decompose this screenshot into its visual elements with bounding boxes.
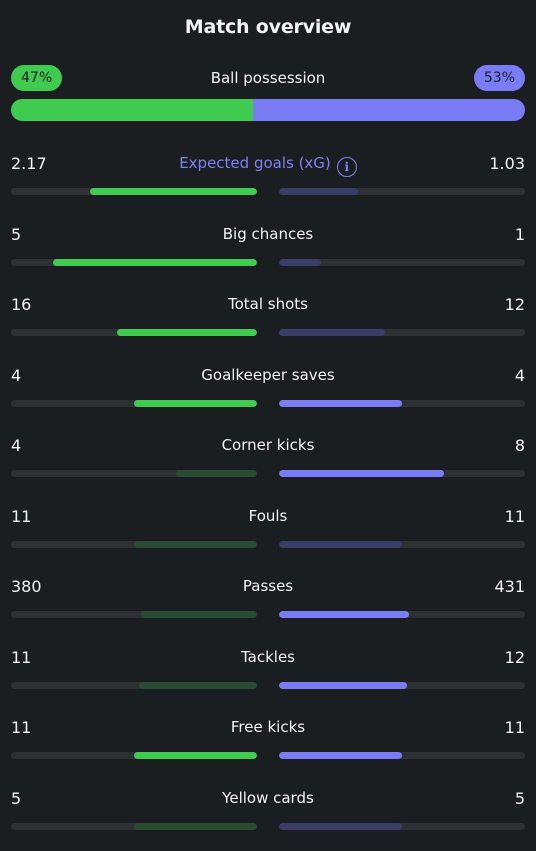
away-stat-bar-fill bbox=[279, 540, 402, 548]
away-stat-bar-fill bbox=[279, 329, 385, 336]
stat-label-text: Goalkeeper saves bbox=[201, 365, 335, 384]
home-stat-bar-fill bbox=[134, 752, 257, 759]
stat-label-text: Big chances bbox=[222, 224, 314, 243]
stat-label: Big chances bbox=[11, 225, 525, 243]
home-stat-bar bbox=[11, 611, 257, 618]
home-stat-bar-fill bbox=[134, 822, 257, 830]
home-stat-value: 2.17 bbox=[11, 154, 47, 173]
stat-label-text: Expected goals (xG) bbox=[179, 154, 331, 172]
stat-label: Tackles bbox=[11, 648, 525, 666]
home-stat-bar-fill bbox=[138, 681, 257, 689]
away-stat-bar-fill bbox=[279, 752, 402, 759]
stat-row: 11 Fouls 11 bbox=[11, 507, 525, 557]
section-title: Match overview bbox=[184, 16, 352, 38]
home-stat-bar bbox=[11, 399, 257, 407]
away-stat-value: 8 bbox=[514, 436, 525, 455]
info-icon[interactable]: i bbox=[336, 157, 357, 177]
home-stat-bar bbox=[11, 822, 257, 830]
stat-row: 4 Goalkeeper saves 4 bbox=[11, 366, 525, 416]
stat-label: Free kicks bbox=[11, 718, 525, 736]
stat-label: Goalkeeper saves bbox=[11, 366, 525, 384]
stat-label-text: Yellow cards bbox=[222, 788, 314, 807]
home-stat-bar bbox=[11, 329, 257, 336]
stat-row: 11 Free kicks 11 bbox=[11, 718, 525, 768]
away-stat-bar-fill bbox=[279, 681, 407, 689]
stat-label-text: Corner kicks bbox=[221, 436, 315, 454]
home-stat-value: 11 bbox=[11, 718, 32, 737]
away-stat-bar bbox=[279, 188, 525, 195]
home-stat-bar bbox=[11, 470, 257, 477]
stat-label: Fouls bbox=[11, 507, 525, 525]
stat-label-text: Tackles bbox=[240, 647, 296, 666]
away-stat-value: 12 bbox=[504, 647, 525, 667]
away-stat-value: 5 bbox=[514, 788, 525, 808]
stat-row: 16 Total shots 12 bbox=[11, 295, 525, 345]
home-stat-value: 380 bbox=[11, 577, 42, 596]
home-stat-bar bbox=[11, 188, 257, 195]
stat-label: Yellow cards bbox=[11, 789, 525, 807]
stat-label[interactable]: Expected goals (xG) i bbox=[11, 154, 525, 177]
away-stat-bar bbox=[279, 540, 525, 548]
away-stat-value: 11 bbox=[504, 506, 525, 526]
stat-row: 380 Passes 431 bbox=[11, 577, 525, 627]
stat-label-text: Fouls bbox=[248, 506, 288, 525]
away-stat-bar bbox=[279, 611, 525, 618]
away-possession-fill bbox=[252, 99, 525, 121]
stat-row: 2.17 Expected goals (xG) i 1.03 bbox=[11, 154, 525, 204]
away-stat-bar-fill bbox=[279, 470, 444, 477]
home-stat-bar bbox=[11, 681, 257, 689]
stat-label: Passes bbox=[11, 577, 525, 595]
away-stat-bar bbox=[279, 258, 525, 266]
home-stat-value: 4 bbox=[11, 436, 22, 455]
home-stat-bar-fill bbox=[134, 540, 257, 548]
away-possession-badge: 53% bbox=[473, 65, 525, 91]
home-stat-bar-fill bbox=[141, 611, 257, 618]
stat-label-text: Passes bbox=[242, 577, 294, 595]
away-stat-bar-fill bbox=[279, 822, 402, 830]
away-stat-bar bbox=[279, 399, 525, 407]
home-stat-bar bbox=[11, 540, 257, 548]
stat-row: 5 Big chances 1 bbox=[11, 225, 525, 275]
possession-bar bbox=[11, 99, 525, 121]
stat-label: Corner kicks bbox=[11, 436, 525, 454]
home-stat-value: 11 bbox=[11, 647, 32, 667]
away-stat-bar-fill bbox=[279, 399, 402, 407]
away-stat-bar bbox=[279, 752, 525, 759]
home-stat-bar-fill bbox=[134, 399, 257, 407]
away-stat-value: 12 bbox=[504, 295, 525, 314]
home-stat-bar-fill bbox=[89, 188, 257, 195]
ball-possession: 47% Ball possession 53% bbox=[11, 65, 525, 123]
home-stat-value: 16 bbox=[11, 295, 32, 314]
home-stat-bar-fill bbox=[116, 329, 257, 336]
away-stat-bar-fill bbox=[279, 188, 358, 195]
stat-label-text: Total shots bbox=[228, 295, 308, 313]
away-stat-value: 431 bbox=[494, 577, 525, 596]
stat-row: 5 Yellow cards 5 bbox=[11, 789, 525, 839]
stat-row: 4 Corner kicks 8 bbox=[11, 436, 525, 486]
away-stat-value: 11 bbox=[504, 718, 525, 737]
possession-label: Ball possession bbox=[210, 69, 326, 87]
home-stat-value: 5 bbox=[11, 788, 22, 808]
home-stat-value: 11 bbox=[11, 506, 32, 526]
away-stat-bar-fill bbox=[279, 611, 410, 618]
away-stat-bar bbox=[279, 470, 525, 477]
away-stat-bar bbox=[279, 822, 525, 830]
stat-label-text: Free kicks bbox=[230, 718, 306, 736]
home-stat-value: 4 bbox=[11, 365, 22, 385]
away-stat-bar-fill bbox=[279, 258, 321, 266]
away-stat-bar bbox=[279, 681, 525, 689]
stat-label: Total shots bbox=[11, 295, 525, 313]
away-stat-value: 4 bbox=[514, 365, 525, 385]
home-possession-badge: 47% bbox=[11, 65, 63, 91]
home-stat-value: 5 bbox=[11, 224, 22, 244]
away-stat-bar bbox=[279, 329, 525, 336]
home-stat-bar bbox=[11, 752, 257, 759]
away-stat-value: 1 bbox=[514, 224, 525, 244]
home-stat-bar-fill bbox=[52, 258, 257, 266]
stat-row: 11 Tackles 12 bbox=[11, 648, 525, 698]
home-stat-bar-fill bbox=[175, 470, 257, 477]
home-stat-bar bbox=[11, 258, 257, 266]
away-stat-value: 1.03 bbox=[489, 154, 525, 173]
home-possession-fill bbox=[11, 99, 253, 121]
